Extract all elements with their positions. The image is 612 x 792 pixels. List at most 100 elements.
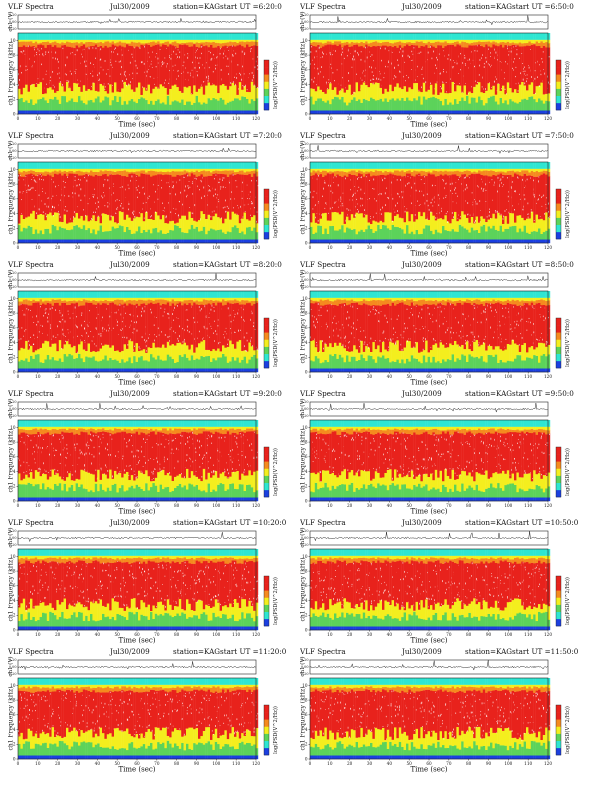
panel-date: Jul30/2009 <box>109 260 150 269</box>
y-tick-label: 4 <box>305 340 308 345</box>
trace-tick-label: -0.20 <box>300 156 309 160</box>
trace-tick-label: 0.00 <box>9 407 17 411</box>
trace-tick-label: 0.00 <box>9 536 17 540</box>
panel-start: start UT =10:20:0 <box>220 518 287 527</box>
x-tick-label: 80 <box>174 245 180 250</box>
x-tick-label: 40 <box>95 761 101 766</box>
x-tick-label: 120 <box>252 503 260 508</box>
panel-station: station=KAG <box>173 260 220 269</box>
x-tick-label: 50 <box>406 245 412 250</box>
y-tick-label: 8 <box>13 697 16 702</box>
spectrogram-panel-2: VLF Spectra Jul30/2009 station=KAG start UT… <box>300 2 574 128</box>
x-tick-label: 70 <box>446 374 452 379</box>
x-tick-label: 40 <box>387 632 393 637</box>
x-tick-label: 70 <box>154 632 160 637</box>
x-tick-label: 10 <box>327 761 333 766</box>
trace-ylabel: ch1 (V) <box>300 140 306 160</box>
y-tick-label: 0 <box>305 240 308 245</box>
y-tick-label: 6 <box>305 67 308 72</box>
spectrogram-ylabel: ch1 Frequency (kHz) <box>8 41 15 105</box>
panel-heading: VLF Spectra <box>300 131 346 140</box>
x-tick-label: 50 <box>114 632 120 637</box>
panel-date: Jul30/2009 <box>401 647 442 656</box>
x-axis-label: Time (sec) <box>118 250 155 258</box>
y-tick-label: 2 <box>13 97 16 102</box>
x-tick-label: 20 <box>347 116 353 121</box>
trace-ylabel: ch1 (V) <box>8 11 14 31</box>
x-tick-label: 50 <box>114 116 120 121</box>
x-tick-label: 10 <box>35 374 41 379</box>
y-tick-label: 10 <box>302 554 308 559</box>
colorbar-label: log(PSD(V^2/Hz)) <box>564 190 571 238</box>
x-tick-label: 110 <box>232 374 240 379</box>
panel-date: Jul30/2009 <box>401 260 442 269</box>
x-tick-label: 70 <box>446 116 452 121</box>
x-tick-label: 30 <box>75 503 81 508</box>
colorbar <box>263 446 270 498</box>
colorbar-label: log(PSD(V^2/Hz)) <box>564 577 571 625</box>
ch1-trace <box>309 15 548 26</box>
y-tick-label: 2 <box>305 97 308 102</box>
colorbar <box>555 446 562 498</box>
panel-station: station=KAG <box>173 647 220 656</box>
x-tick-label: 100 <box>504 245 512 250</box>
panel-heading: VLF Spectra <box>300 647 346 656</box>
x-tick-label: 10 <box>327 116 333 121</box>
x-tick-label: 10 <box>35 245 41 250</box>
ch1-trace <box>309 273 548 282</box>
x-axis-label: Time (sec) <box>118 766 155 774</box>
x-tick-label: 0 <box>17 632 20 637</box>
x-tick-label: 110 <box>524 632 532 637</box>
x-tick-label: 80 <box>174 632 180 637</box>
x-tick-label: 120 <box>252 761 260 766</box>
x-tick-label: 110 <box>232 245 240 250</box>
spectrogram-panel-4: VLF Spectra Jul30/2009 station=KAG start UT… <box>300 131 574 257</box>
y-tick-label: 4 <box>305 211 308 216</box>
colorbar <box>555 59 562 111</box>
colorbar-label: log(PSD(V^2/Hz)) <box>272 190 279 238</box>
x-tick-label: 90 <box>486 116 492 121</box>
y-tick-label: 4 <box>305 727 308 732</box>
x-tick-label: 50 <box>114 374 120 379</box>
trace-tick-label: 0.00 <box>301 665 309 669</box>
y-tick-label: 8 <box>13 439 16 444</box>
ch1-trace <box>17 273 256 282</box>
x-tick-label: 50 <box>114 245 120 250</box>
x-tick-label: 20 <box>347 503 353 508</box>
x-tick-label: 50 <box>114 761 120 766</box>
x-tick-label: 100 <box>504 761 512 766</box>
colorbar-label: log(PSD(V^2/Hz)) <box>272 61 279 109</box>
panel-heading: VLF Spectra <box>8 2 54 11</box>
x-tick-label: 60 <box>426 761 432 766</box>
trace-tick-label: -0.20 <box>300 543 309 547</box>
y-tick-label: 8 <box>305 568 308 573</box>
trace-tick-label: 0.00 <box>9 278 17 282</box>
x-tick-label: 80 <box>466 374 472 379</box>
x-tick-label: 20 <box>55 116 61 121</box>
y-tick-label: 2 <box>305 484 308 489</box>
colorbar-label: log(PSD(V^2/Hz)) <box>564 319 571 367</box>
trace-tick-label: 0.20 <box>301 658 309 662</box>
y-tick-label: 6 <box>13 67 16 72</box>
panel-date: Jul30/2009 <box>109 647 150 656</box>
x-tick-label: 110 <box>524 245 532 250</box>
spectrogram-panel-8: VLF Spectra Jul30/2009 station=KAG start UT… <box>300 389 574 515</box>
x-tick-label: 20 <box>55 632 61 637</box>
trace-ylabel: ch1 (V) <box>300 269 306 289</box>
trace-tick-label: 0.20 <box>9 13 17 17</box>
colorbar-label: log(PSD(V^2/Hz)) <box>564 448 571 496</box>
x-tick-label: 40 <box>95 116 101 121</box>
trace-frame <box>17 272 257 288</box>
panel-date: Jul30/2009 <box>401 131 442 140</box>
x-axis-label: Time (sec) <box>410 637 447 645</box>
y-tick-label: 2 <box>305 226 308 231</box>
x-tick-label: 90 <box>486 503 492 508</box>
trace-tick-label: -0.20 <box>300 414 309 418</box>
x-tick-label: 90 <box>194 116 200 121</box>
x-tick-label: 110 <box>524 116 532 121</box>
x-tick-label: 80 <box>466 761 472 766</box>
x-tick-label: 60 <box>134 374 140 379</box>
x-tick-label: 120 <box>252 116 260 121</box>
x-tick-label: 0 <box>17 503 20 508</box>
